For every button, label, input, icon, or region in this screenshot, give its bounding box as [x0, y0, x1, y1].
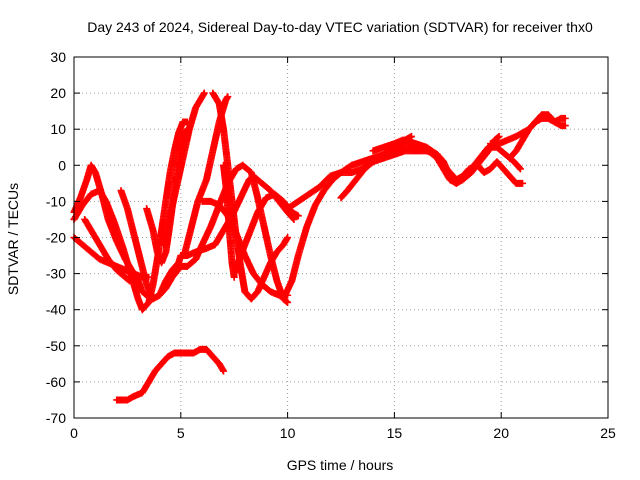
- x-tick-label: 25: [600, 425, 616, 441]
- data-point-marker: [561, 122, 569, 130]
- x-tick-label: 20: [493, 425, 509, 441]
- data-point-marker: [519, 179, 527, 187]
- series-arc-20: [506, 111, 569, 162]
- data-point-marker: [284, 234, 292, 241]
- x-tick-label: 5: [177, 425, 185, 441]
- y-tick-label: -70: [46, 410, 66, 426]
- data-point-marker: [224, 93, 232, 101]
- y-tick-label: -60: [46, 374, 66, 390]
- data-layer: [70, 89, 569, 404]
- series-arc-3: [70, 118, 191, 314]
- y-tick-label: 10: [50, 121, 66, 137]
- series-arc-4: [81, 215, 134, 285]
- data-point-marker: [126, 277, 134, 285]
- data-point-marker: [294, 212, 302, 220]
- y-tick-label: 20: [50, 85, 66, 101]
- y-tick-label: -40: [46, 302, 66, 318]
- y-tick-label: -20: [46, 230, 66, 246]
- data-point-marker: [284, 298, 292, 306]
- data-point-marker: [561, 114, 569, 122]
- y-axis-label: SDTVAR / TECUs: [5, 183, 21, 295]
- y-tick-label: 0: [58, 157, 66, 173]
- x-tick-label: 10: [280, 425, 296, 441]
- data-point-marker: [124, 276, 132, 284]
- chart-title: Day 243 of 2024, Sidereal Day-to-day VTE…: [87, 19, 593, 35]
- x-tick-label: 0: [70, 425, 78, 441]
- data-point-marker: [494, 133, 502, 141]
- series-arc-21: [113, 345, 228, 404]
- series-arc-7: [160, 89, 208, 249]
- data-point-marker: [495, 132, 503, 140]
- series-arc-14: [279, 147, 430, 303]
- y-tick-label: -50: [46, 338, 66, 354]
- data-point-marker: [516, 164, 524, 172]
- x-axis-label: GPS time / hours: [287, 457, 394, 473]
- data-point-marker: [220, 367, 228, 375]
- data-point-marker: [516, 165, 524, 173]
- data-point-marker: [407, 132, 415, 140]
- x-tick-label: 15: [387, 425, 403, 441]
- ticks-layer: 0 5 10 15 20 25 -70 -60 -50 -40 -30 -20 -10 0 10 20 30: [46, 49, 616, 441]
- y-tick-label: -10: [46, 193, 66, 209]
- y-tick-label: 30: [50, 49, 66, 65]
- series-arc-18: [401, 136, 527, 187]
- data-point-marker: [200, 89, 208, 97]
- y-tick-label: -30: [46, 266, 66, 282]
